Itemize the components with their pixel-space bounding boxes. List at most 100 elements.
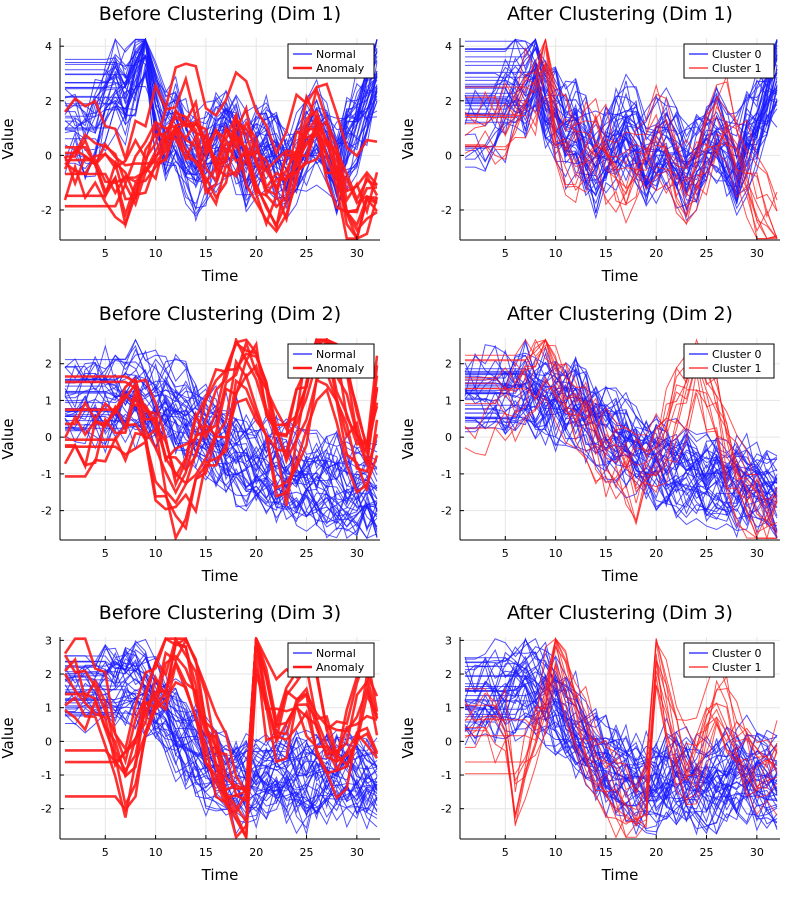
- x-tick-label: 30: [750, 247, 764, 260]
- series-line-cluster-1: [464, 637, 778, 823]
- y-tick-label: 0: [445, 735, 452, 748]
- legend-entry: Anomaly: [316, 661, 365, 674]
- x-tick-label: 5: [102, 247, 109, 260]
- y-tick-label: -2: [41, 803, 52, 816]
- y-tick-label: 4: [445, 40, 452, 53]
- series-line-normal: [64, 376, 378, 499]
- chart-title: Before Clustering (Dim 2): [99, 303, 341, 325]
- x-tick-label: 5: [102, 846, 109, 859]
- series-line-cluster-1: [464, 392, 777, 539]
- chart-panel-3: Before Clustering (Dim 2)5 10 15 20 25 30-2-1…: [0, 303, 380, 585]
- y-axis-label: Value: [399, 418, 417, 459]
- plot-area: [63, 637, 379, 839]
- series-line-anomaly: [63, 62, 378, 164]
- series-line-normal: [65, 38, 378, 193]
- x-tick-label: 25: [300, 247, 314, 260]
- x-tick-label: 15: [599, 846, 613, 859]
- x-tick-label: 20: [649, 247, 663, 260]
- x-tick-label: 15: [599, 247, 613, 260]
- x-tick-label: 30: [750, 547, 764, 560]
- y-tick-label: 0: [45, 149, 52, 162]
- series-line-cluster-1: [465, 338, 778, 528]
- y-tick-label: 2: [445, 668, 452, 681]
- x-tick-label: 10: [149, 547, 163, 560]
- series-line-cluster-1: [465, 62, 778, 240]
- x-tick-label: 15: [199, 547, 213, 560]
- x-tick-label: 15: [599, 547, 613, 560]
- series-line-cluster-1: [465, 385, 777, 539]
- chart-title: After Clustering (Dim 2): [507, 303, 733, 325]
- x-tick-label: 5: [502, 247, 509, 260]
- series-line-cluster-1: [465, 637, 778, 821]
- x-axis-label: Time: [201, 567, 239, 585]
- x-tick-label: 10: [549, 247, 563, 260]
- series-line-cluster-1: [465, 665, 778, 839]
- plot-area: [464, 637, 778, 839]
- chart-panel-5: Before Clustering (Dim 3)5 10 15 20 25 30-2-1…: [0, 602, 380, 884]
- chart-title: Before Clustering (Dim 1): [99, 3, 341, 25]
- plot-area: [63, 38, 379, 240]
- series-line-anomaly: [63, 129, 378, 233]
- x-axis-label: Time: [201, 866, 239, 884]
- series-line-cluster-0: [464, 702, 778, 836]
- x-tick-label: 25: [300, 846, 314, 859]
- legend-entry: Cluster 0: [712, 348, 762, 361]
- series-line-cluster-0: [465, 677, 778, 809]
- y-tick-label: -2: [441, 204, 452, 217]
- series-line-cluster-0: [464, 384, 778, 502]
- y-axis-label: Value: [399, 118, 417, 159]
- x-tick-label: 30: [350, 547, 364, 560]
- y-tick-label: 0: [45, 431, 52, 444]
- x-axis-label: Time: [601, 267, 639, 285]
- y-tick-label: 4: [45, 40, 52, 53]
- series-line-cluster-1: [465, 346, 778, 534]
- y-tick-label: -1: [441, 468, 452, 481]
- series-line-cluster-0: [465, 661, 778, 796]
- x-tick-label: 20: [249, 846, 263, 859]
- x-axis-label: Time: [601, 866, 639, 884]
- y-tick-label: 1: [445, 394, 452, 407]
- series-line-cluster-0: [465, 675, 778, 793]
- x-tick-label: 10: [549, 547, 563, 560]
- plot-area: [464, 38, 778, 240]
- legend-entry: Anomaly: [316, 62, 365, 75]
- series-line-anomaly: [65, 131, 379, 240]
- series-line-normal: [65, 643, 378, 778]
- series-line-cluster-1: [465, 338, 778, 501]
- chart-panel-4: After Clustering (Dim 2) 5 10 15 20 25 30 -2 -1 0…: [399, 303, 780, 585]
- series-line-cluster-0: [465, 667, 778, 802]
- series-line-cluster-0: [465, 40, 778, 159]
- legend-entry: Normal: [316, 48, 356, 61]
- y-tick-label: 3: [45, 634, 52, 647]
- chart-title: After Clustering (Dim 3): [507, 602, 733, 624]
- chart-title: Before Clustering (Dim 3): [99, 602, 341, 624]
- series-line-anomaly: [65, 638, 378, 814]
- legend-entry: Anomaly: [316, 362, 365, 375]
- series-line-normal: [65, 38, 378, 161]
- series-line-cluster-0: [465, 68, 778, 205]
- series-line-cluster-0: [465, 65, 778, 190]
- chart-panel-6: After Clustering (Dim 3) 5 10 15 20 25 30 -2 -1 0…: [399, 602, 780, 884]
- series-line-cluster-1: [465, 338, 778, 540]
- y-tick-label: -2: [41, 204, 52, 217]
- x-tick-label: 25: [700, 547, 714, 560]
- y-tick-label: 2: [45, 668, 52, 681]
- series-line-cluster-1: [465, 663, 778, 829]
- y-axis-label: Value: [0, 118, 17, 159]
- plot-area: [464, 338, 778, 540]
- y-axis-label: Value: [0, 418, 17, 459]
- x-tick-label: 5: [102, 547, 109, 560]
- y-axis-label: Value: [0, 717, 17, 758]
- x-tick-label: 20: [249, 547, 263, 560]
- series-line-normal: [65, 380, 378, 491]
- y-tick-label: -2: [441, 803, 452, 816]
- y-tick-label: 2: [445, 95, 452, 108]
- x-tick-label: 30: [750, 846, 764, 859]
- series-line-cluster-1: [464, 374, 778, 538]
- y-tick-label: 2: [45, 95, 52, 108]
- legend-box: [683, 43, 775, 79]
